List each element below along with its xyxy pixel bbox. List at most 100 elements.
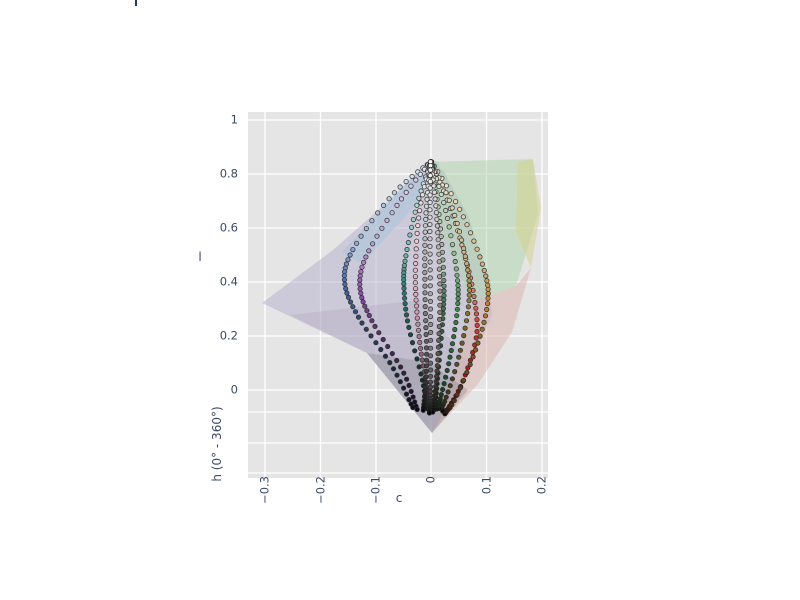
data-point (369, 241, 376, 247)
data-point (422, 242, 428, 248)
data-point (455, 295, 461, 302)
data-point (435, 357, 441, 363)
data-point (417, 171, 423, 177)
data-point (482, 313, 489, 319)
data-point (466, 287, 473, 293)
data-point (454, 272, 460, 278)
data-point (441, 277, 447, 284)
data-point (341, 277, 348, 283)
data-point (445, 389, 451, 395)
data-point (436, 273, 443, 280)
data-point (453, 319, 459, 326)
data-point (474, 328, 480, 335)
data-point (455, 291, 461, 297)
data-point (427, 251, 433, 257)
data-point (451, 397, 457, 404)
data-point (452, 258, 458, 265)
data-point (466, 282, 472, 288)
data-point (466, 278, 472, 284)
data-point (390, 366, 397, 372)
data-point (347, 252, 353, 258)
data-point (422, 310, 428, 317)
data-point (412, 260, 419, 267)
data-point (459, 340, 465, 346)
data-point (372, 323, 378, 329)
data-point (452, 212, 458, 218)
data-point (427, 367, 434, 373)
data-point (485, 290, 491, 297)
data-point (448, 347, 454, 354)
data-point (397, 379, 403, 385)
data-point (364, 308, 370, 314)
data-point (413, 291, 419, 297)
data-point (412, 209, 418, 215)
data-point (423, 216, 429, 222)
data-point (409, 339, 416, 346)
data-point (403, 179, 409, 185)
data-point (361, 259, 367, 265)
data-point (477, 254, 483, 260)
data-point (412, 280, 418, 286)
data-point (363, 226, 369, 232)
data-point (433, 373, 440, 379)
data-point (451, 250, 457, 256)
data-point (417, 339, 423, 345)
data-point (440, 305, 446, 312)
data-point (423, 317, 429, 324)
data-point (386, 196, 392, 202)
data-point (401, 370, 407, 376)
data-point (374, 233, 380, 239)
gamut-surface-lavender-body (262, 163, 492, 433)
data-point (435, 237, 441, 243)
data-point (452, 368, 458, 375)
data-point (413, 177, 419, 183)
data-point (465, 267, 471, 273)
data-point (454, 278, 461, 284)
data-point (461, 332, 467, 339)
data-point (464, 369, 470, 376)
data-point (474, 322, 480, 328)
data-point (481, 267, 487, 274)
data-point (453, 266, 459, 272)
data-point (427, 228, 433, 235)
data-point (444, 367, 450, 374)
data-point (436, 266, 442, 272)
data-point (432, 383, 439, 390)
data-point (342, 281, 348, 287)
data-point (442, 374, 449, 380)
data-point (413, 253, 419, 259)
data-point (479, 326, 485, 332)
data-point (402, 258, 408, 264)
data-point (414, 315, 420, 321)
data-point (472, 347, 479, 353)
data-point (427, 275, 433, 281)
data-point (422, 296, 428, 303)
data-point (427, 313, 434, 320)
data-point (432, 388, 438, 394)
data-point (416, 333, 422, 339)
data-point (412, 267, 418, 273)
data-point (359, 294, 365, 301)
data-point (384, 217, 390, 223)
x-tick-label: −0.1 (368, 476, 383, 504)
data-point (454, 392, 460, 398)
x-tick-label: 0.1 (478, 476, 493, 495)
data-point (422, 229, 428, 235)
data-point (394, 357, 400, 364)
series-blue-hue-path (341, 159, 434, 411)
data-point (417, 345, 424, 351)
data-point (422, 276, 428, 282)
data-point (421, 394, 428, 400)
data-point (358, 233, 364, 239)
data-point (427, 221, 433, 228)
data-point (448, 233, 454, 239)
data-point (415, 321, 421, 327)
data-point (412, 273, 418, 280)
data-point (366, 312, 372, 319)
data-point (407, 232, 413, 238)
data-point (465, 304, 471, 310)
data-point (427, 185, 433, 191)
data-point (416, 364, 422, 370)
data-point (455, 300, 461, 307)
y-tick-label: 0.4 (219, 274, 238, 289)
